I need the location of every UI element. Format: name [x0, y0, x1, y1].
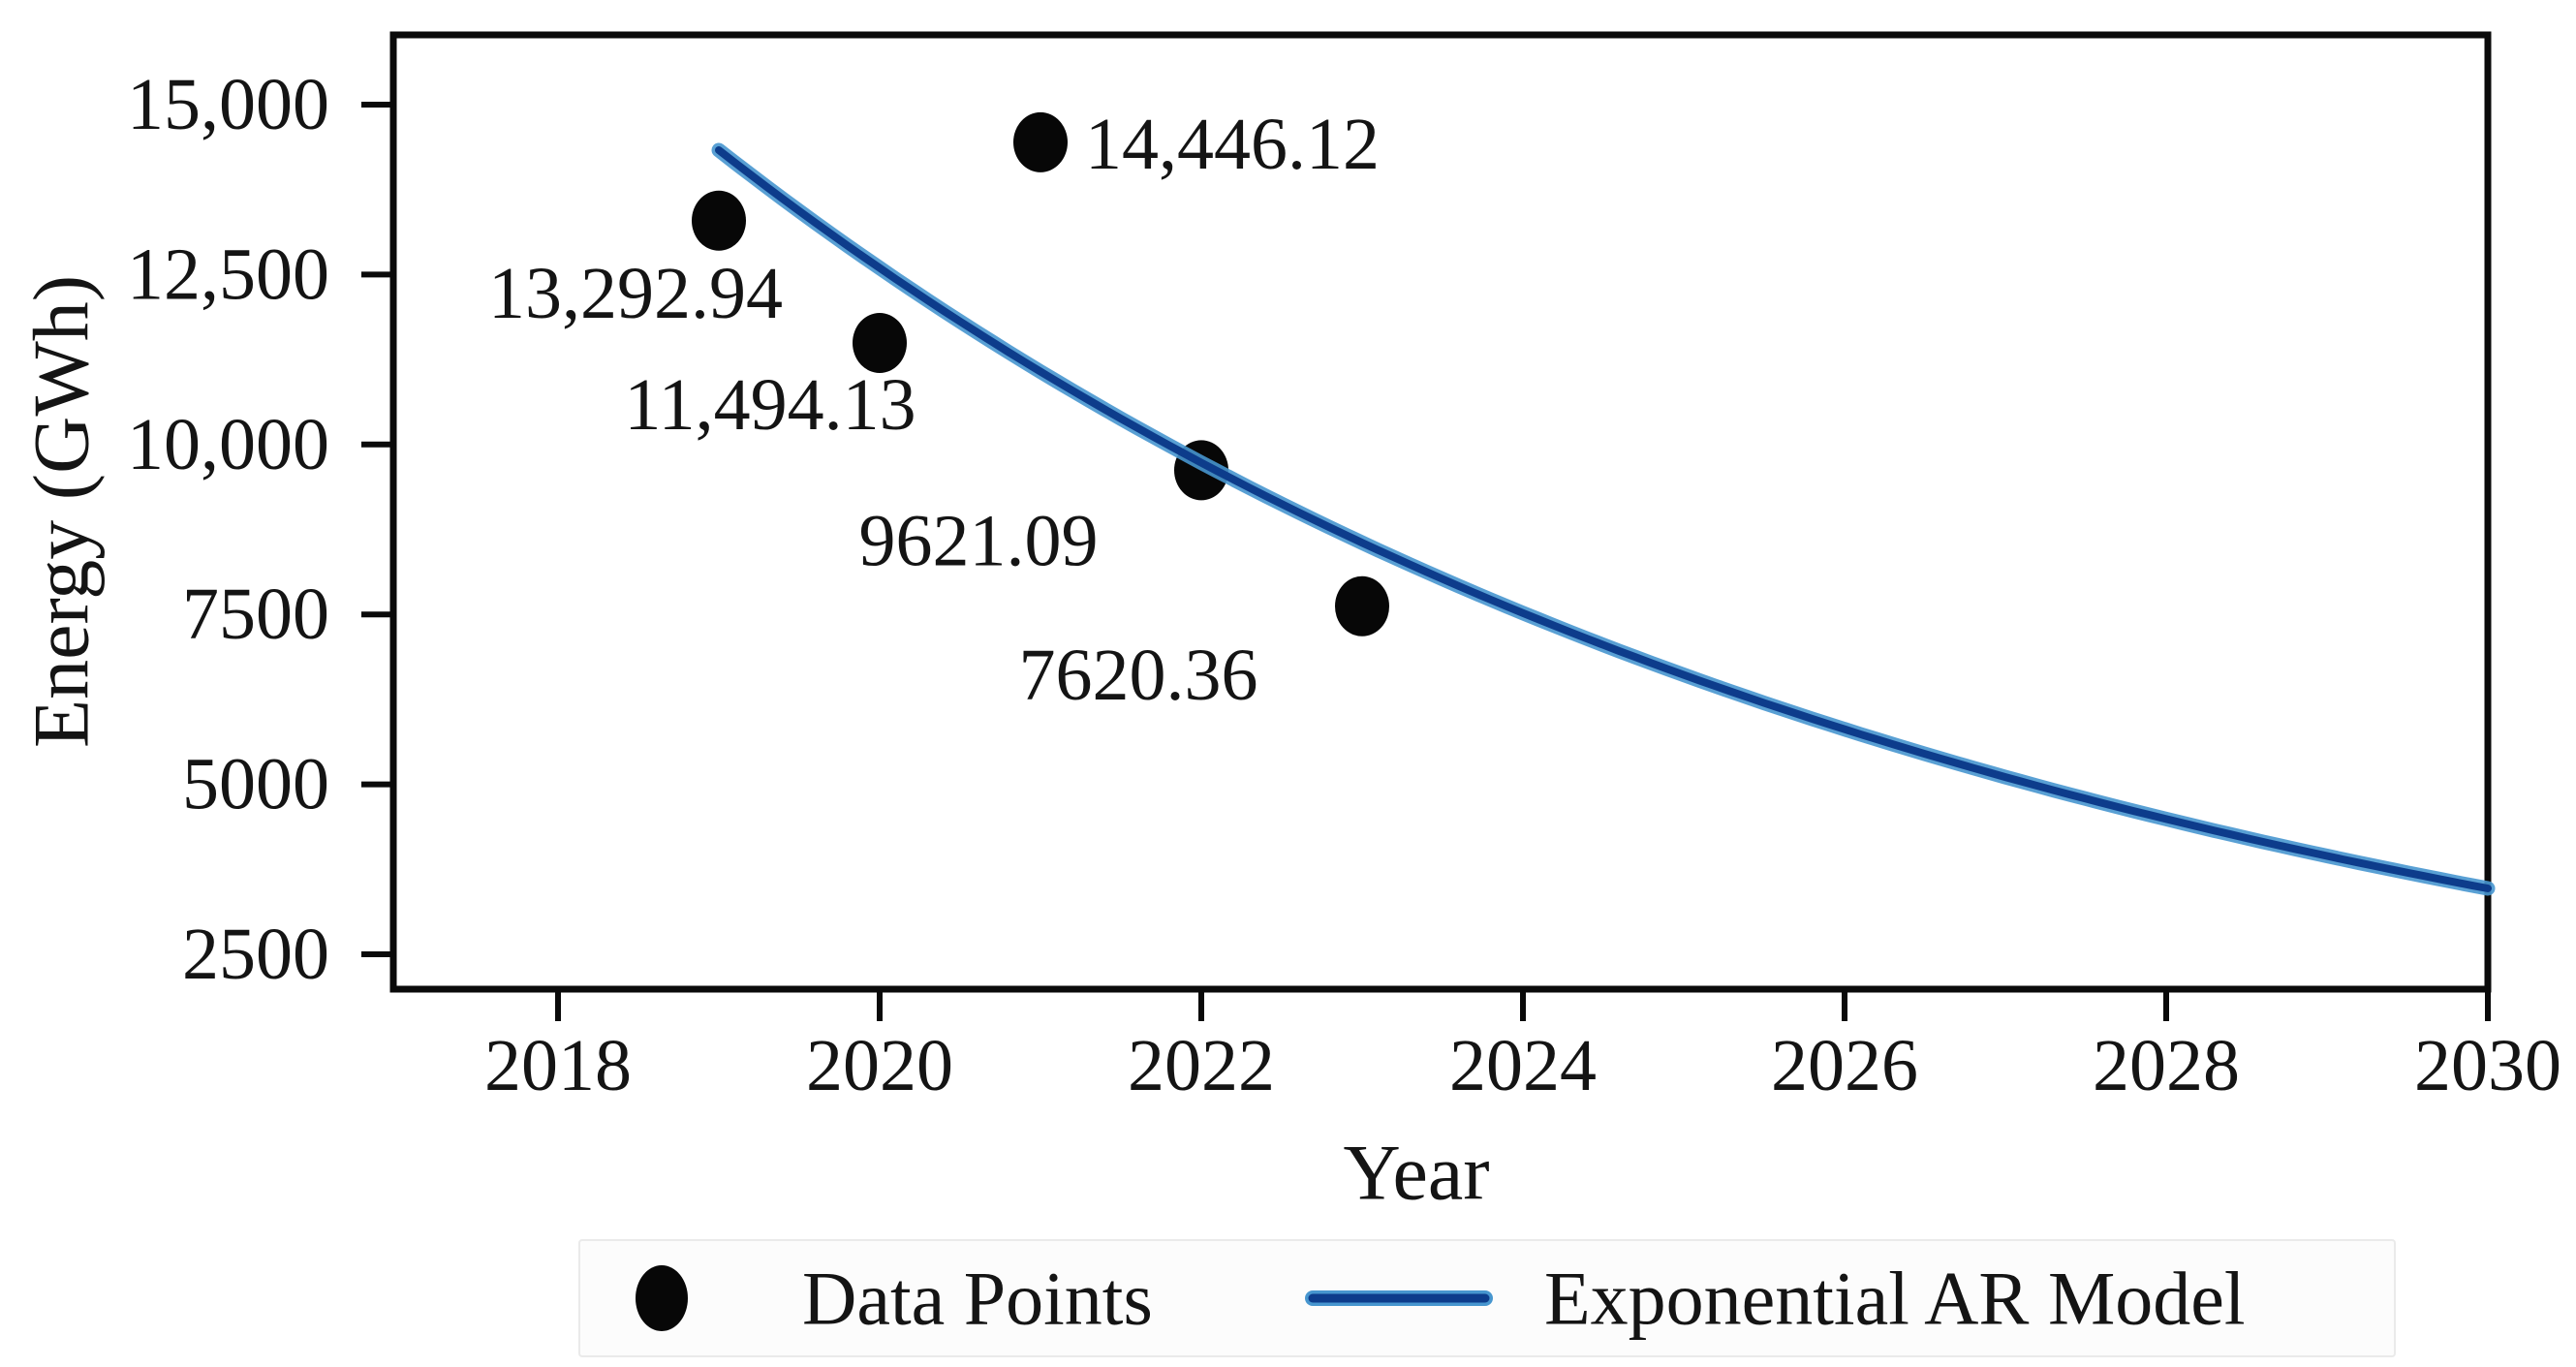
- data-point: [692, 190, 746, 251]
- point-value-label: 9621.09: [859, 500, 1099, 581]
- x-tick-label: 2022: [1128, 1025, 1275, 1106]
- data-point: [1013, 111, 1068, 172]
- data-point: [853, 312, 907, 373]
- legend-label-data-points: Data Points: [802, 1257, 1153, 1341]
- point-value-label: 13,292.94: [488, 253, 783, 334]
- x-axis-title: Year: [1343, 1129, 1489, 1217]
- model-curve: [715, 146, 2492, 892]
- x-tick-label: 2026: [1771, 1025, 1918, 1106]
- x-tick-label: 2030: [2414, 1025, 2561, 1106]
- x-tick-label: 2028: [2093, 1025, 2240, 1106]
- x-tick-label: 2020: [806, 1025, 953, 1106]
- y-tick-label: 2500: [182, 914, 329, 995]
- legend-label-exponential-ar-model: Exponential AR Model: [1544, 1257, 2246, 1341]
- plot-frame: [389, 31, 2492, 993]
- data-point: [1335, 575, 1389, 637]
- y-tick-label: 5000: [182, 744, 329, 825]
- legend-dot-marker: [636, 1265, 688, 1331]
- y-tick-label: 15,000: [127, 64, 329, 145]
- y-tick-label: 7500: [182, 574, 329, 655]
- y-tick-label: 12,500: [127, 233, 329, 315]
- point-value-label: 7620.36: [1019, 635, 1258, 716]
- x-tick-label: 2018: [484, 1025, 632, 1106]
- y-tick-label: 10,000: [127, 404, 329, 485]
- x-tick-label: 2024: [1449, 1025, 1597, 1106]
- point-value-label: 14,446.12: [1085, 104, 1380, 185]
- point-value-label: 11,494.13: [624, 364, 916, 446]
- y-axis-title: Energy (GWh): [17, 275, 106, 748]
